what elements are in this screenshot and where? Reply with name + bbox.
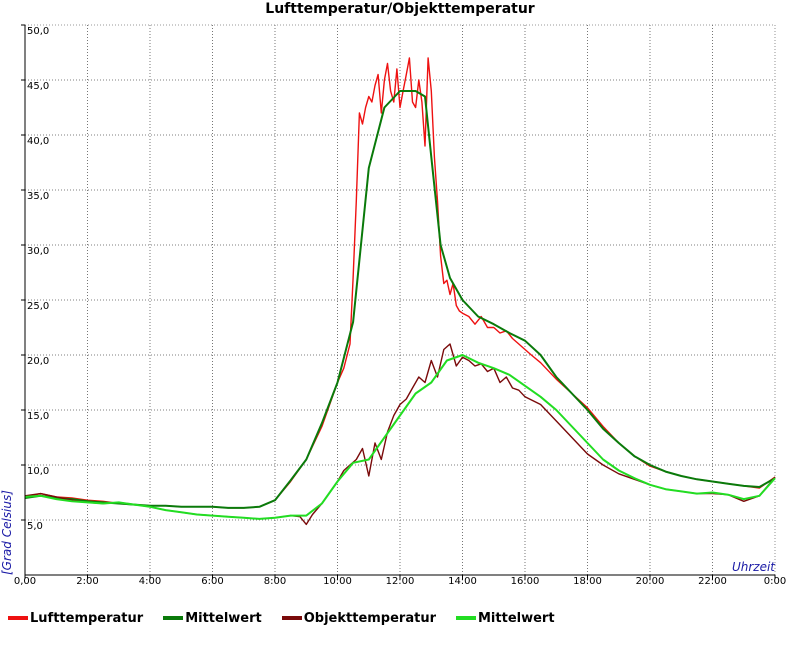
x-tick-label: 6:00 <box>201 576 223 587</box>
x-tick-label: 18:00 <box>573 576 602 587</box>
series-line-2 <box>24 90 776 509</box>
x-tick-label: 22:00 <box>698 576 727 587</box>
legend-item-3: Objekttemperatur <box>281 608 436 628</box>
x-tick-label: 10:00 <box>323 576 352 587</box>
axes <box>21 24 776 579</box>
y-axis-label: [Grad Celsius] <box>0 490 14 575</box>
legend-swatch <box>456 616 476 620</box>
legend: Lufttemperatur Mittelwert Objekttemperatur… <box>8 608 575 628</box>
legend-item-1: Lufttemperatur <box>8 608 143 628</box>
x-tick-label: 20:00 <box>636 576 665 587</box>
y-tick-labels: 5,0 10,0 15,0 20,0 25,0 30,0 35,0 40,0 45,0 50,0 <box>27 26 49 532</box>
y-tick-label: 50,0 <box>27 26 49 37</box>
legend-label: Lufttemperatur <box>30 610 144 626</box>
legend-item-4: Mittelwert <box>456 608 555 628</box>
y-tick-label: 10,0 <box>27 466 49 477</box>
legend-label: Mittelwert <box>185 610 262 626</box>
x-tick-label: 8:00 <box>264 576 286 587</box>
chart-title: Lufttemperatur/Objekttemperatur <box>265 1 535 17</box>
x-tick-label: 12:00 <box>386 576 415 587</box>
y-tick-label: 5,0 <box>27 521 43 532</box>
y-tick-label: 15,0 <box>27 411 49 422</box>
legend-label: Objekttemperatur <box>303 610 436 626</box>
legend-swatch <box>281 616 302 620</box>
x-tick-label: 16:00 <box>511 576 540 587</box>
x-tick-label: 4:00 <box>139 576 161 587</box>
y-tick-label: 25,0 <box>27 301 49 312</box>
legend-item-2: Mittelwert <box>163 608 262 628</box>
legend-swatch <box>8 616 28 620</box>
x-tick-label: 0,00 <box>14 576 36 587</box>
x-tick-label: 2:00 <box>76 576 98 587</box>
y-tick-label: 45,0 <box>27 81 49 92</box>
legend-swatch <box>163 616 184 620</box>
y-tick-label: 40,0 <box>27 136 49 147</box>
x-tick-label: 14:00 <box>448 576 477 587</box>
x-tick-label: 0:00 <box>764 576 786 587</box>
y-tick-label: 30,0 <box>27 246 49 257</box>
y-tick-label: 20,0 <box>27 356 49 367</box>
series-layer <box>24 57 776 526</box>
x-axis-label: Uhrzeit <box>732 560 776 574</box>
legend-label: Mittelwert <box>478 610 555 626</box>
y-tick-label: 35,0 <box>27 191 49 202</box>
series-line-4 <box>24 354 776 520</box>
x-tick-labels: 0,00 2:00 4:00 6:00 8:00 10:00 12:00 14:00 16:00… <box>14 576 786 587</box>
